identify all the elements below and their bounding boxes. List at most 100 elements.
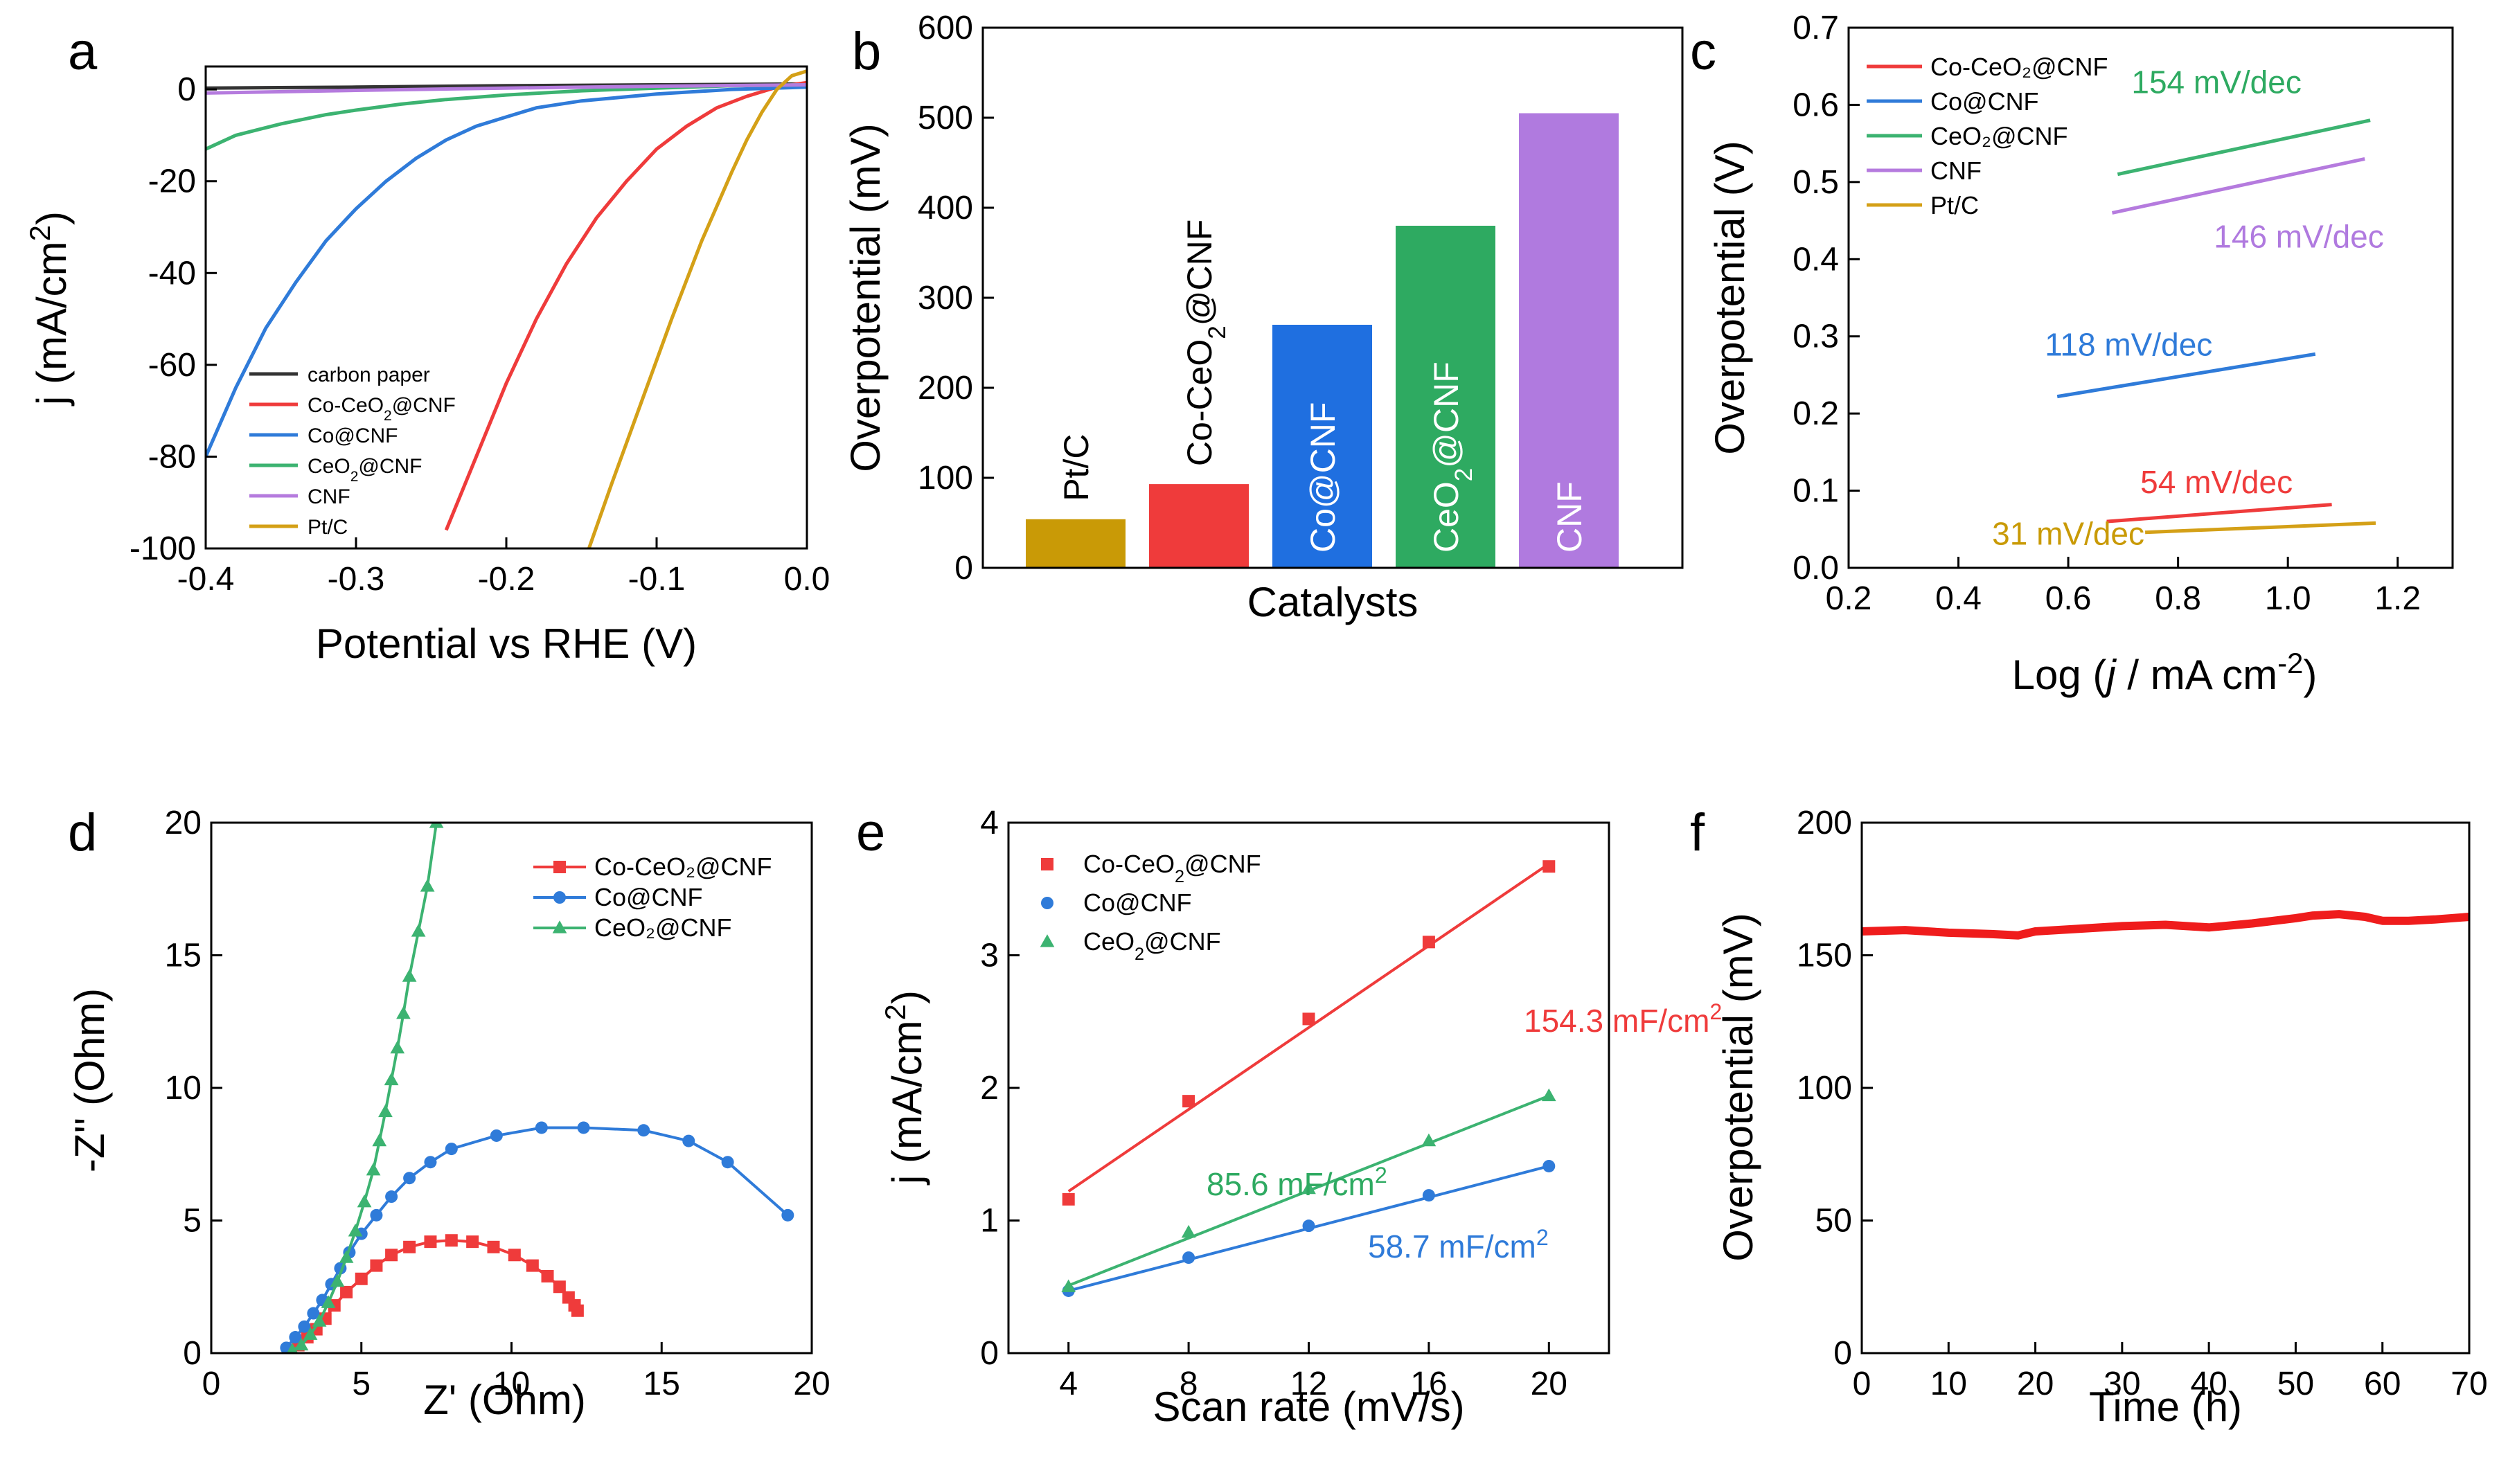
capacitance-annotation: 85.6 mF/cm2 <box>1207 1163 1387 1202</box>
y-tick-label: 0 <box>954 550 973 587</box>
x-tick-label: -0.1 <box>628 561 686 598</box>
x-tick-label: 1.0 <box>2265 580 2311 617</box>
plot-frame <box>1860 821 2471 1355</box>
data-point <box>526 1259 539 1272</box>
panel-letter-f: f <box>1690 803 1705 862</box>
y-tick-label: 1 <box>980 1203 999 1240</box>
data-point <box>390 1040 405 1054</box>
data-point <box>424 1156 437 1169</box>
x-tick-label: 0.6 <box>2045 580 2092 617</box>
y-tick-label: -40 <box>148 255 196 292</box>
bar-label: Pt/C <box>1057 434 1096 501</box>
data-point <box>385 1190 398 1204</box>
legend-marker <box>552 920 567 933</box>
data-point <box>1181 1224 1196 1238</box>
y-tick-label: 5 <box>183 1203 202 1240</box>
data-point <box>424 1235 437 1249</box>
y-tick-label: 50 <box>1815 1203 1852 1240</box>
data-point <box>1421 1133 1437 1147</box>
data-point <box>370 1208 383 1222</box>
data-point <box>303 1327 318 1340</box>
data-point <box>378 1104 393 1118</box>
x-tick-label: 30 <box>2104 1366 2140 1402</box>
legend-label: Co@CNF <box>1083 888 1192 917</box>
data-point <box>289 1331 302 1344</box>
legend-label: Co-CeO₂@CNF <box>1930 53 2108 81</box>
slope-annotation: 31 mV/dec <box>1992 516 2144 552</box>
panel-letter-a: a <box>68 22 98 81</box>
data-point <box>577 1121 590 1134</box>
y-tick-label: 150 <box>1797 938 1852 974</box>
data-point <box>366 1162 381 1176</box>
tafel-line-0 <box>2106 503 2332 524</box>
x-axis-title: Log (j / mA cm-2) <box>2012 647 2318 699</box>
y-tick-label: 200 <box>918 370 973 406</box>
data-point <box>682 1134 695 1147</box>
bar-label: CNF <box>1550 481 1589 553</box>
nyquist-line-2 <box>291 823 438 1352</box>
legend-marker <box>1041 858 1053 870</box>
y-tick-label: 500 <box>918 100 973 136</box>
data-point <box>339 1250 354 1263</box>
data-point <box>307 1307 320 1320</box>
data-point <box>357 1194 372 1208</box>
slope-annotation: 118 mV/dec <box>2045 327 2212 363</box>
tafel-line-3 <box>2111 157 2365 215</box>
x-tick-label: 4 <box>1059 1366 1078 1402</box>
capacitance-annotation: 154.3 mF/cm2 <box>1524 999 1722 1039</box>
data-point <box>294 1337 309 1351</box>
data-point <box>1422 1189 1435 1202</box>
data-point <box>781 1208 794 1222</box>
y-axis-title: j (mA/cm2) <box>24 211 75 406</box>
data-point <box>1542 1159 1556 1172</box>
data-point <box>348 1224 363 1237</box>
y-tick-label: 0.2 <box>1793 395 1839 432</box>
data-point <box>1542 860 1556 873</box>
data-point <box>385 1249 398 1262</box>
legend-label: Co-CeO2@CNF <box>1083 850 1261 886</box>
data-point <box>286 1343 299 1353</box>
tafel-line-1 <box>2056 352 2316 399</box>
y-tick-label: 10 <box>165 1070 202 1107</box>
y-tick-label: 200 <box>1797 805 1852 841</box>
plot-frame <box>204 65 808 550</box>
data-point <box>1062 1192 1075 1206</box>
x-tick-label: 0.0 <box>784 561 830 598</box>
series-line-2 <box>206 85 807 458</box>
series-group <box>206 69 807 548</box>
y-tick-label: 400 <box>918 190 973 226</box>
y-axis-title: Overpotential (V) <box>1707 141 1753 455</box>
data-point <box>508 1249 521 1262</box>
slope-annotation: 146 mV/dec <box>2214 219 2383 255</box>
tafel-line-2 <box>2117 118 2371 177</box>
x-tick-label: 1.2 <box>2374 580 2421 617</box>
panel-a: -0.4 -0.3 -0.2 -0.1 0.0 0 -20 -40 -60 -80 -100 Pote… <box>24 22 830 667</box>
y-tick-label: 0 <box>177 71 196 108</box>
series-line-5 <box>587 69 807 548</box>
capacitance-annotation: 58.7 mF/cm2 <box>1368 1225 1549 1264</box>
y-tick-label: 20 <box>165 805 202 841</box>
y-tick-label: -80 <box>148 438 196 475</box>
x-axis-title: Catalysts <box>1247 579 1419 625</box>
data-point <box>571 1304 584 1317</box>
y-tick-label: 4 <box>980 805 999 841</box>
y-axis-title: Overpotential (mV) <box>842 123 889 472</box>
panel-c: 0.2 0.4 0.6 0.8 1.0 1.2 0.0 0.1 0.2 0.3 0.4 0.5 0.6 0… <box>1690 10 2454 699</box>
bar-3 <box>1396 226 1495 568</box>
data-point <box>429 823 444 828</box>
data-point <box>1302 1012 1315 1026</box>
y-axis-title: Overpotential (mV) <box>1715 913 1761 1262</box>
bar-2 <box>1272 325 1372 568</box>
bar-label: Co@CNF <box>1304 402 1342 553</box>
y-tick-label: 0 <box>183 1335 202 1372</box>
x-tick-label: 20 <box>793 1366 830 1402</box>
x-tick-label: 0.8 <box>2155 580 2201 617</box>
y-tick-label: 0.4 <box>1793 241 1839 278</box>
y-axis-title: j (mA/cm2) <box>879 990 931 1186</box>
panel-b: Pt/C Co-CeO2@CNF Co@CNF CeO2@CNF CNF 0 100 200 3… <box>842 10 1684 625</box>
data-point <box>1182 1251 1195 1264</box>
legend-label: CeO2@CNF <box>1083 927 1221 964</box>
x-tick-label: 10 <box>493 1366 530 1402</box>
legend-label: CNF <box>308 485 350 508</box>
